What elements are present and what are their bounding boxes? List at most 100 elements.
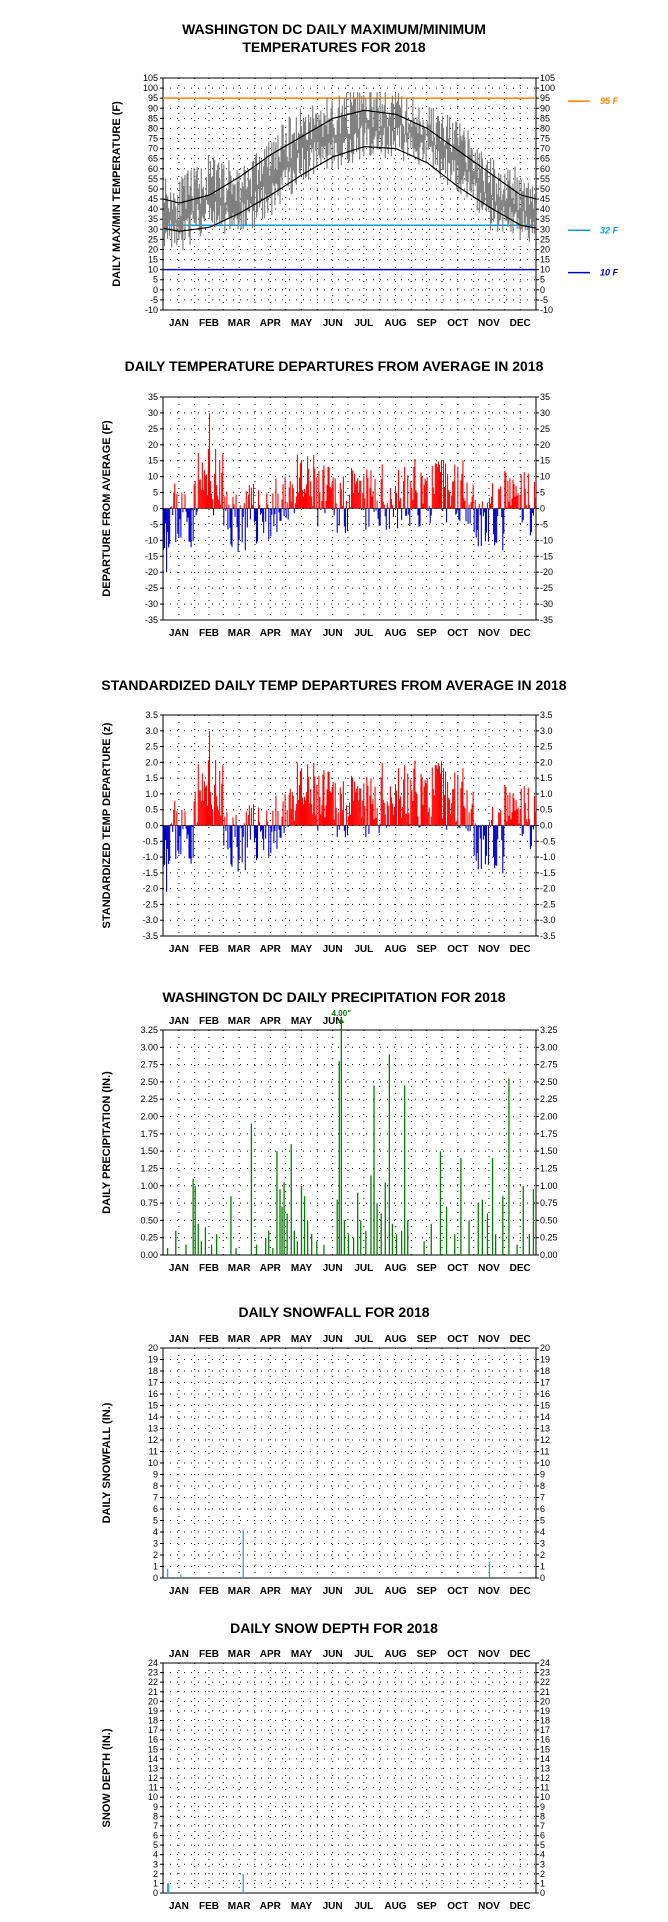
y-tick-label-left: 15 — [148, 255, 158, 265]
y-tick-label-left: 14 — [148, 1754, 158, 1764]
y-tick-label-left: -10 — [145, 305, 158, 315]
month-label-bottom: OCT — [447, 1263, 468, 1274]
y-tick-label-left: 0 — [153, 504, 158, 514]
y-tick-label-left: 2.25 — [140, 1094, 158, 1104]
y-tick-label-right: -1.5 — [540, 868, 556, 878]
month-label-bottom: APR — [260, 1263, 282, 1274]
y-tick-label-right: 2 — [540, 1869, 545, 1879]
month-label-bottom: MAR — [228, 318, 252, 329]
y-tick-label-left: 0.25 — [140, 1233, 158, 1243]
y-tick-label-right: 3.5 — [540, 710, 553, 720]
y-tick-label-left: 70 — [148, 144, 158, 154]
y-tick-label-left: 20 — [148, 1343, 158, 1353]
month-label-top: FEB — [199, 1334, 219, 1345]
y-tick-label-left: 13 — [148, 1424, 158, 1434]
y-tick-label-right: -1.0 — [540, 852, 556, 862]
y-tick-label-left: 3 — [153, 1539, 158, 1549]
month-label-bottom: SEP — [417, 318, 437, 329]
y-tick-label-left: 0 — [153, 1888, 158, 1898]
y-tick-label-right: 10 — [540, 265, 550, 275]
month-label-bottom: NOV — [478, 1586, 500, 1597]
y-axis-label: DAILY MAX/MIN TEMPERATURE (F) — [111, 101, 123, 287]
y-tick-label-left: 0.50 — [140, 1215, 158, 1225]
month-label-top: APR — [260, 1334, 282, 1345]
y-tick-label-left: 8 — [153, 1811, 158, 1821]
y-tick-label-left: 1.00 — [140, 1181, 158, 1191]
y-tick-label-left: 1.25 — [140, 1163, 158, 1173]
y-tick-label-right: 13 — [540, 1424, 550, 1434]
y-tick-label-right: 11 — [540, 1783, 549, 1793]
y-axis-label: DAILY SNOWFALL (IN.) — [101, 1402, 113, 1523]
y-tick-label-right: 40 — [540, 204, 550, 214]
y-tick-label-left: 2.75 — [140, 1060, 158, 1070]
y-tick-label-right: 0 — [540, 504, 545, 514]
month-label-bottom: JUL — [354, 1263, 373, 1274]
y-tick-label-left: 1.0 — [145, 789, 158, 799]
y-tick-label-left: 16 — [148, 1735, 158, 1745]
chart-title-departures-0: DAILY TEMPERATURE DEPARTURES FROM AVERAG… — [125, 358, 544, 374]
y-tick-label-left: 17 — [148, 1725, 158, 1735]
y-tick-label-right: -5 — [540, 295, 548, 305]
month-label-bottom: APR — [260, 1586, 282, 1597]
month-label-bottom: OCT — [447, 628, 468, 639]
y-tick-label-left: 10 — [148, 265, 158, 275]
month-label-bottom: AUG — [384, 628, 406, 639]
y-tick-label-right: 1.00 — [540, 1181, 558, 1191]
y-tick-label-right: -30 — [540, 599, 553, 609]
y-tick-label-left: 40 — [148, 204, 158, 214]
y-tick-label-left: 1.75 — [140, 1129, 158, 1139]
y-tick-label-left: 24 — [148, 1658, 158, 1668]
y-tick-label-right: 23 — [540, 1668, 550, 1678]
chart-standardized: STANDARDIZED DAILY TEMP DEPARTURES FROM … — [101, 677, 567, 955]
y-tick-label-right: 105 — [540, 73, 555, 83]
month-label-bottom: AUG — [384, 1586, 406, 1597]
y-tick-label-left: 0.00 — [140, 1250, 158, 1260]
y-tick-label-left: 105 — [143, 73, 158, 83]
y-tick-label-right: 4 — [540, 1527, 545, 1537]
y-tick-label-left: 35 — [148, 214, 158, 224]
month-label-top: JAN — [169, 1016, 189, 1027]
reference-line-label: 10 F — [600, 268, 619, 278]
y-tick-label-left: 0.0 — [145, 821, 158, 831]
month-label-bottom: AUG — [384, 318, 406, 329]
y-tick-label-left: 90 — [148, 103, 158, 113]
month-label-bottom: MAR — [228, 1901, 252, 1912]
y-tick-label-left: -30 — [145, 599, 158, 609]
month-label-top: FEB — [199, 1649, 219, 1660]
y-tick-label-right: 0.5 — [540, 805, 553, 815]
y-tick-label-right: 30 — [540, 224, 550, 234]
chart-title-snowfall-0: DAILY SNOWFALL FOR 2018 — [238, 1304, 429, 1320]
y-tick-label-left: 3 — [153, 1859, 158, 1869]
month-label-top: AUG — [384, 1649, 406, 1660]
y-axis-label: STANDARDIZED TEMP DEPARTURE (z) — [101, 722, 113, 928]
month-label-top: APR — [260, 1016, 282, 1027]
y-tick-label-right: 18 — [540, 1716, 550, 1726]
y-tick-label-right: 16 — [540, 1389, 550, 1399]
y-tick-label-left: 17 — [148, 1378, 158, 1388]
y-tick-label-right: 15 — [540, 1744, 550, 1754]
y-tick-label-right: 2 — [540, 1550, 545, 1560]
month-label-bottom: SEP — [417, 944, 437, 955]
y-tick-label-right: 5 — [540, 1840, 545, 1850]
month-label-bottom: SEP — [417, 1263, 437, 1274]
reference-line-label: 32 F — [600, 225, 619, 235]
month-label-top: MAR — [228, 1649, 252, 1660]
y-tick-label-right: 60 — [540, 164, 550, 174]
month-label-top: MAY — [291, 1334, 313, 1345]
y-tick-label-right: 21 — [540, 1687, 550, 1697]
month-label-bottom: DEC — [510, 1263, 531, 1274]
y-tick-label-right: 45 — [540, 194, 550, 204]
month-label-bottom: JAN — [169, 1901, 189, 1912]
y-tick-label-right: 19 — [540, 1706, 550, 1716]
y-tick-label-left: 5 — [153, 275, 158, 285]
y-tick-label-right: 6 — [540, 1504, 545, 1514]
y-tick-label-right: 0 — [540, 1573, 545, 1583]
y-tick-label-right: -20 — [540, 567, 553, 577]
grid-lines — [163, 1029, 536, 1256]
y-tick-label-left: -20 — [145, 567, 158, 577]
y-tick-label-left: 0 — [153, 1573, 158, 1583]
y-tick-label-right: 65 — [540, 154, 550, 164]
month-label-bottom: DEC — [510, 1901, 531, 1912]
